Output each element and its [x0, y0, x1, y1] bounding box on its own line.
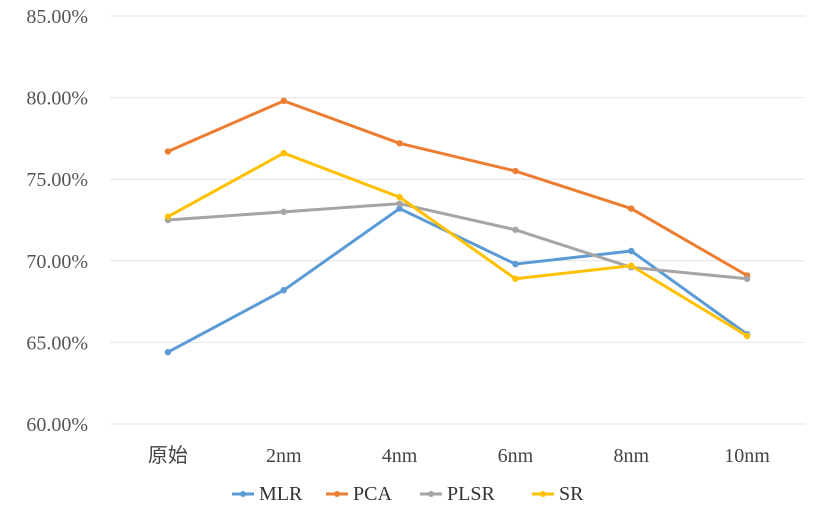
legend-marker	[540, 491, 546, 497]
grid	[110, 15, 805, 425]
legend-label: PLSR	[447, 483, 495, 505]
data-point	[512, 226, 519, 233]
x-tick-label: 10nm	[724, 445, 770, 467]
x-tick-label: 6nm	[498, 445, 534, 467]
data-point	[512, 275, 519, 282]
legend-marker	[428, 491, 434, 497]
y-tick-label: 80.00%	[26, 88, 88, 110]
series-line	[166, 202, 749, 281]
y-tick-label: 70.00%	[26, 251, 88, 273]
data-point	[743, 332, 751, 340]
data-point	[164, 148, 172, 155]
data-point	[164, 213, 172, 220]
series-pca	[164, 97, 751, 279]
legend-marker	[240, 491, 246, 497]
x-axis-ticks: 原始 2nm 4nm 6nm 8nm 10nm	[148, 444, 770, 467]
legend-item-mlr: MLR	[232, 483, 303, 505]
data-point	[280, 286, 287, 294]
series-sr	[164, 149, 751, 340]
series-line	[166, 99, 749, 277]
data-point	[280, 97, 287, 105]
legend-item-pca: PCA	[326, 483, 392, 505]
y-axis-ticks: 60.00% 65.00% 70.00% 75.00% 80.00% 85.00%	[26, 6, 88, 436]
data-point	[280, 149, 287, 157]
x-tick-label: 原始	[148, 444, 188, 467]
series-line	[166, 207, 749, 354]
series-line	[166, 151, 749, 338]
legend-marker	[334, 491, 340, 497]
data-point	[628, 262, 635, 269]
y-tick-label: 60.00%	[26, 414, 88, 436]
y-tick-label: 85.00%	[26, 6, 88, 28]
data-point	[396, 200, 403, 207]
data-point	[512, 260, 519, 268]
data-point	[628, 247, 635, 255]
legend-label: MLR	[259, 483, 303, 505]
data-point	[628, 205, 635, 212]
y-tick-label: 65.00%	[26, 332, 88, 354]
series-lines	[164, 97, 751, 356]
y-tick-label: 75.00%	[26, 169, 88, 191]
data-point	[743, 275, 751, 282]
data-point	[396, 140, 403, 147]
data-point	[396, 205, 403, 212]
data-point	[280, 208, 287, 216]
legend-label: PCA	[353, 483, 392, 505]
data-point	[512, 167, 519, 175]
x-tick-label: 4nm	[382, 445, 418, 467]
data-point	[164, 348, 172, 356]
x-tick-label: 2nm	[266, 445, 302, 467]
legend-item-plsr: PLSR	[420, 483, 495, 505]
legend-item-sr: SR	[532, 483, 584, 505]
legend-label: SR	[559, 483, 584, 505]
x-tick-label: 8nm	[613, 445, 649, 467]
series-plsr	[164, 200, 751, 282]
data-point	[396, 193, 403, 201]
legend: MLR PCA PLSR SR	[232, 483, 584, 505]
